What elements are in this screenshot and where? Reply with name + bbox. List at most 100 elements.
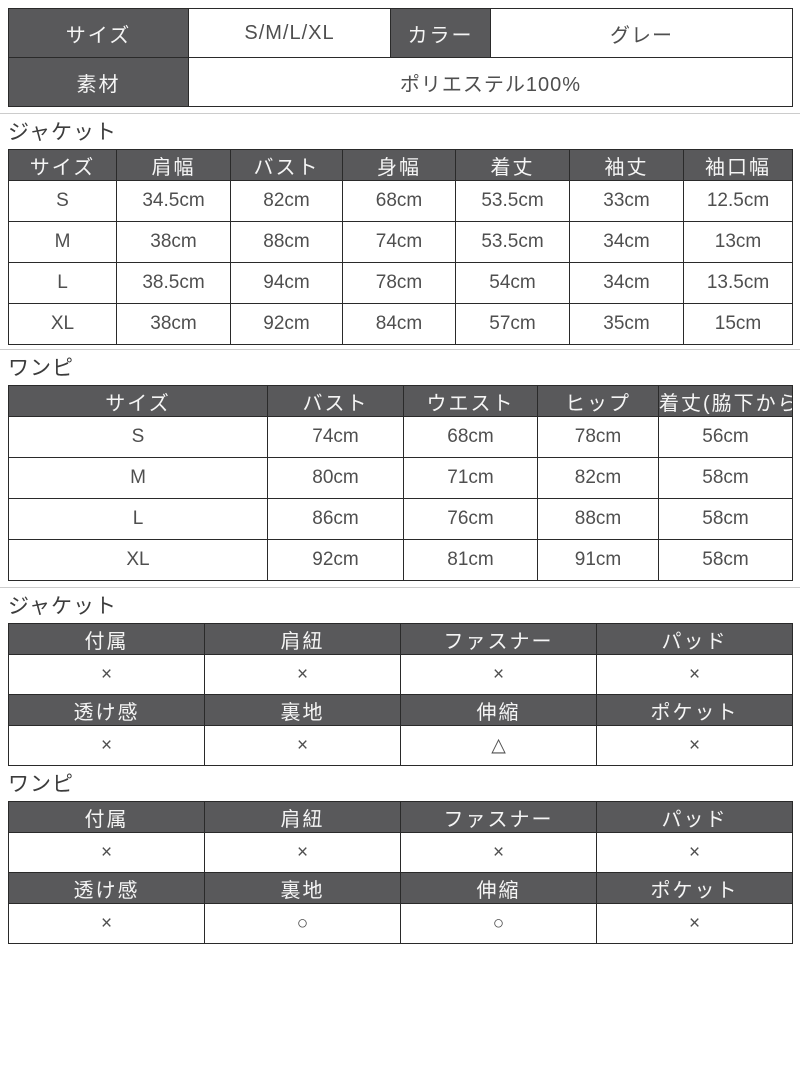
header-cell: 透け感 (8, 694, 205, 726)
symbol-cell: × (596, 725, 793, 766)
table-row: XL 38cm 92cm 84cm 57cm 35cm 15cm (8, 303, 793, 345)
header-cell: バスト (267, 385, 404, 417)
symbol-cell: × (596, 654, 793, 695)
data-cell: 91cm (537, 539, 659, 581)
header-cell: バスト (230, 149, 343, 181)
table-header-row: サイズ 肩幅 バスト 身幅 着丈 袖丈 袖口幅 (8, 149, 793, 181)
jacket-detail-table: 付属 肩紐 ファスナー パッド × × × × 透け感 裏地 伸縮 ポケット ×… (8, 623, 793, 766)
size-value-cell: S/M/L/XL (188, 8, 391, 58)
table-row: × × × × (8, 654, 793, 695)
section-divider (0, 587, 800, 588)
size-cell: XL (8, 303, 117, 345)
header-cell: パッド (596, 623, 793, 655)
data-cell: 53.5cm (455, 180, 570, 222)
header-cell: 付属 (8, 623, 205, 655)
table-row: S 74cm 68cm 78cm 56cm (8, 416, 793, 458)
data-cell: 94cm (230, 262, 343, 304)
table-header-row: サイズ バスト ウエスト ヒップ 着丈(脇下から) (8, 385, 793, 417)
symbol-cell: × (8, 832, 205, 873)
data-cell: 80cm (267, 457, 404, 499)
data-cell: 74cm (342, 221, 456, 263)
data-cell: 78cm (342, 262, 456, 304)
header-cell: 伸縮 (400, 872, 597, 904)
data-cell: 88cm (537, 498, 659, 540)
table-row: L 38.5cm 94cm 78cm 54cm 34cm 13.5cm (8, 262, 793, 304)
data-cell: 58cm (658, 498, 793, 540)
data-cell: 38.5cm (116, 262, 231, 304)
data-cell: 92cm (230, 303, 343, 345)
data-cell: 34cm (569, 221, 684, 263)
table-row: XL 92cm 81cm 91cm 58cm (8, 539, 793, 581)
size-cell: L (8, 498, 268, 540)
data-cell: 82cm (230, 180, 343, 222)
header-cell: 付属 (8, 801, 205, 833)
data-cell: 74cm (267, 416, 404, 458)
data-cell: 86cm (267, 498, 404, 540)
data-cell: 13.5cm (683, 262, 793, 304)
jacket-detail-section-label: ジャケット (8, 595, 117, 618)
data-cell: 56cm (658, 416, 793, 458)
table-row: × ○ ○ × (8, 903, 793, 944)
header-cell: ウエスト (403, 385, 538, 417)
header-cell: 透け感 (8, 872, 205, 904)
color-value-cell: グレー (490, 8, 793, 58)
onepiece-size-section-label: ワンピ (8, 357, 74, 380)
data-cell: 92cm (267, 539, 404, 581)
jacket-size-table: サイズ 肩幅 バスト 身幅 着丈 袖丈 袖口幅 S 34.5cm 82cm 68… (8, 149, 793, 345)
header-cell: サイズ (8, 149, 117, 181)
data-cell: 34cm (569, 262, 684, 304)
data-cell: 33cm (569, 180, 684, 222)
symbol-cell: × (8, 725, 205, 766)
info-section: サイズ S/M/L/XL カラー グレー 素材 ポリエステル100% (0, 8, 800, 107)
header-cell: 着丈 (455, 149, 570, 181)
header-cell: 裏地 (204, 694, 401, 726)
table-row: S 34.5cm 82cm 68cm 53.5cm 33cm 12.5cm (8, 180, 793, 222)
table-row: L 86cm 76cm 88cm 58cm (8, 498, 793, 540)
data-cell: 38cm (116, 221, 231, 263)
data-cell: 82cm (537, 457, 659, 499)
symbol-cell: × (8, 654, 205, 695)
table-row: サイズ S/M/L/XL カラー グレー (8, 8, 793, 58)
color-label-cell: カラー (390, 8, 491, 58)
size-cell: XL (8, 539, 268, 581)
table-header-row: 透け感 裏地 伸縮 ポケット (8, 872, 793, 904)
data-cell: 68cm (403, 416, 538, 458)
table-header-row: 透け感 裏地 伸縮 ポケット (8, 694, 793, 726)
size-cell: S (8, 416, 268, 458)
symbol-cell: × (8, 903, 205, 944)
header-cell: パッド (596, 801, 793, 833)
symbol-cell: ○ (204, 903, 401, 944)
header-cell: 肩紐 (204, 801, 401, 833)
jacket-size-section-label: ジャケット (8, 121, 117, 144)
data-cell: 15cm (683, 303, 793, 345)
header-cell: 袖口幅 (683, 149, 793, 181)
data-cell: 34.5cm (116, 180, 231, 222)
size-cell: L (8, 262, 117, 304)
data-cell: 81cm (403, 539, 538, 581)
symbol-cell: △ (400, 725, 597, 766)
size-label-cell: サイズ (8, 8, 189, 58)
header-cell: 着丈(脇下から) (658, 385, 793, 417)
data-cell: 35cm (569, 303, 684, 345)
symbol-cell: × (596, 832, 793, 873)
onepiece-size-table: サイズ バスト ウエスト ヒップ 着丈(脇下から) S 74cm 68cm 78… (8, 385, 793, 581)
header-cell: 肩紐 (204, 623, 401, 655)
table-row: M 38cm 88cm 74cm 53.5cm 34cm 13cm (8, 221, 793, 263)
table-row: × × △ × (8, 725, 793, 766)
header-cell: 肩幅 (116, 149, 231, 181)
data-cell: 58cm (658, 539, 793, 581)
onepiece-detail-table: 付属 肩紐 ファスナー パッド × × × × 透け感 裏地 伸縮 ポケット ×… (8, 801, 793, 944)
onepiece-detail-section-label: ワンピ (8, 773, 74, 796)
header-cell: ヒップ (537, 385, 659, 417)
data-cell: 78cm (537, 416, 659, 458)
data-cell: 54cm (455, 262, 570, 304)
table-row: M 80cm 71cm 82cm 58cm (8, 457, 793, 499)
header-cell: サイズ (8, 385, 268, 417)
symbol-cell: × (204, 832, 401, 873)
data-cell: 76cm (403, 498, 538, 540)
data-cell: 88cm (230, 221, 343, 263)
data-cell: 71cm (403, 457, 538, 499)
header-cell: ファスナー (400, 801, 597, 833)
table-row: 素材 ポリエステル100% (8, 57, 793, 107)
header-cell: 伸縮 (400, 694, 597, 726)
